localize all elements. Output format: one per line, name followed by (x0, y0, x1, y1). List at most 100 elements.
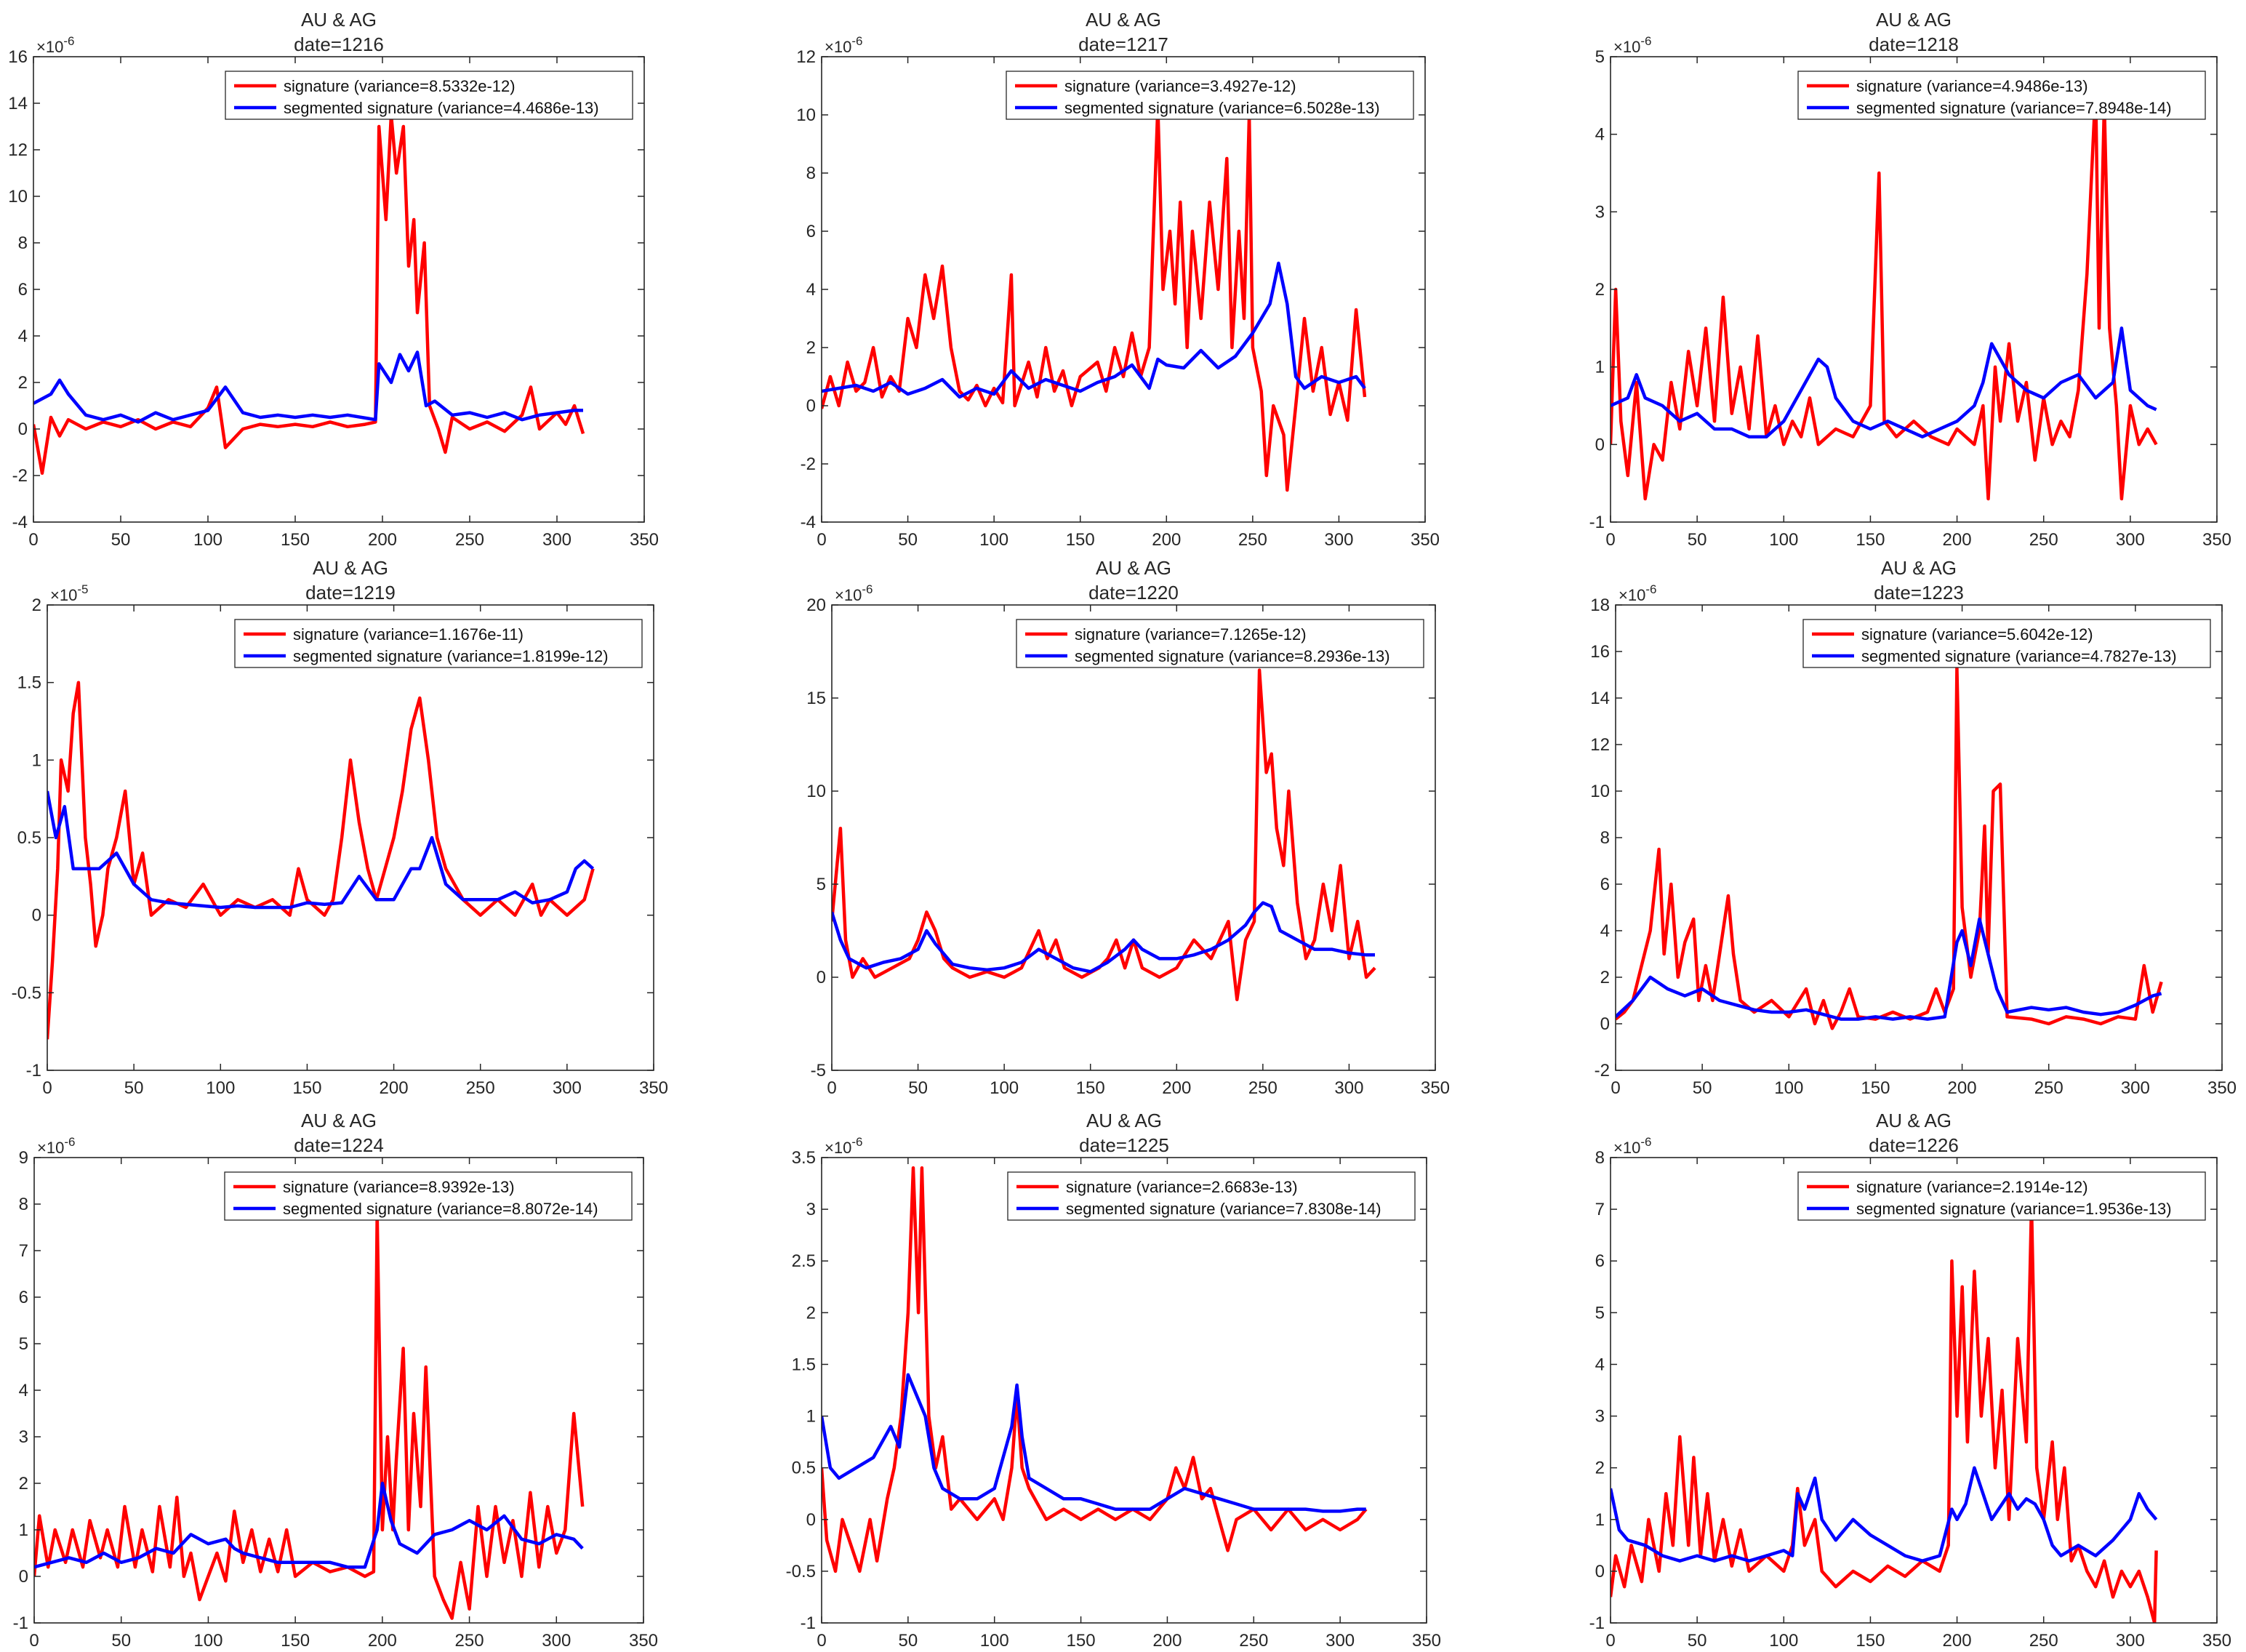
y-tick-label: -5 (811, 1061, 826, 1080)
y-tick-label: 3 (806, 1200, 816, 1219)
y-tick-label: 6 (19, 1288, 28, 1307)
series-line-signature (822, 1166, 1368, 1573)
legend-entry: signature (variance=8.9392e-13) (283, 1178, 515, 1196)
chart-subtitle: date=1226 (1869, 1134, 1959, 1156)
legend-entry: signature (variance=2.1914e-12) (1856, 1178, 2088, 1196)
x-tick-label: 100 (980, 1631, 1009, 1651)
y-tick-label: 8 (1595, 1148, 1605, 1168)
series-line-signature (33, 113, 585, 476)
series-line-segmented-signature (822, 261, 1366, 399)
x-tick-label: 350 (2202, 1631, 2231, 1651)
chart-title: AU & AG (1881, 557, 1957, 579)
x-tick-label: 150 (281, 530, 310, 550)
y-tick-label: 14 (8, 94, 28, 113)
y-exponent-label: ×10-6 (825, 1135, 862, 1157)
y-tick-label: 6 (1600, 875, 1610, 894)
y-tick-label: 0 (1600, 1014, 1610, 1034)
legend-box (234, 619, 643, 668)
x-tick-label: 250 (1248, 1078, 1278, 1098)
legend-entry: segmented signature (variance=8.8072e-14… (283, 1200, 598, 1218)
y-tick-label: 12 (796, 47, 816, 67)
legend-entry: signature (variance=5.6042e-12) (1861, 625, 2093, 643)
y-tick-label: -1 (13, 1613, 28, 1633)
series-line-segmented-signature (33, 350, 583, 424)
legend-entry: signature (variance=2.6683e-13) (1066, 1178, 1298, 1196)
x-tick-label: 150 (1067, 1631, 1096, 1651)
legend-entry: signature (variance=1.1676e-11) (293, 625, 524, 643)
y-tick-label: 3.5 (792, 1148, 816, 1168)
y-tick-label: -1 (1589, 513, 1605, 532)
y-tick-label: 2 (18, 373, 28, 393)
y-tick-label: 1 (19, 1520, 28, 1540)
x-tick-label: 250 (1238, 530, 1267, 550)
y-tick-label: 5 (19, 1334, 28, 1354)
series-line-signature (822, 104, 1367, 492)
legend-entry: signature (variance=7.1265e-12) (1075, 625, 1307, 643)
y-tick-label: 1.5 (792, 1355, 816, 1374)
y-tick-label: -4 (12, 513, 28, 532)
y-tick-label: 1 (1595, 1510, 1605, 1530)
chart-subtitle: date=1217 (1078, 33, 1168, 55)
x-tick-label: 200 (1152, 1631, 1182, 1651)
y-tick-label: 1 (806, 1407, 816, 1427)
x-tick-label: 50 (908, 1078, 928, 1098)
legend: signature (variance=5.6042e-12) segmented… (1802, 619, 2211, 668)
x-tick-label: 250 (2029, 1631, 2058, 1651)
x-tick-label: 100 (193, 1631, 222, 1651)
x-tick-label: 300 (2116, 1631, 2145, 1651)
y-tick-label: 0 (806, 1510, 816, 1530)
y-exponent-label: ×10-6 (825, 34, 862, 56)
legend-box (1797, 71, 2206, 120)
x-tick-label: 200 (1152, 530, 1181, 550)
series-line-signature (832, 668, 1376, 1001)
x-tick-label: 0 (817, 530, 826, 550)
x-tick-label: 250 (1239, 1631, 1268, 1651)
x-tick-label: 150 (1861, 1078, 1890, 1098)
chart-title: AU & AG (1876, 1110, 1952, 1131)
x-tick-label: 50 (1693, 1078, 1712, 1098)
x-tick-label: 250 (455, 1631, 484, 1651)
legend: signature (variance=8.9392e-13) segmented… (224, 1171, 633, 1221)
x-tick-label: 200 (1943, 1631, 1972, 1651)
y-tick-label: 0 (1595, 435, 1605, 454)
axes-box (831, 604, 1436, 1071)
legend-entry: segmented signature (variance=4.7827e-13… (1861, 647, 2177, 665)
legend-entry: segmented signature (variance=7.8948e-14… (1856, 99, 2172, 117)
x-tick-label: 100 (1769, 1631, 1798, 1651)
y-tick-label: 10 (1590, 782, 1610, 801)
x-tick-label: 200 (368, 530, 397, 550)
x-tick-label: 50 (111, 530, 131, 550)
legend-box (1797, 1171, 2206, 1221)
x-tick-label: 100 (193, 530, 222, 550)
y-tick-label: 16 (8, 47, 28, 67)
legend-box (1802, 619, 2211, 668)
y-tick-label: -2 (1595, 1061, 1610, 1080)
chart-panel-date-1225: AU & AG date=1225 0 50 100 150 200 250 300 350 -1 -… (786, 1110, 1441, 1651)
x-tick-label: 250 (2034, 1078, 2063, 1098)
y-exponent-label: ×10-6 (1619, 582, 1656, 604)
chart-title: AU & AG (1086, 1110, 1162, 1131)
axes-box (33, 1157, 644, 1624)
y-tick-label: 2 (806, 1303, 816, 1323)
y-tick-label: 6 (1595, 1251, 1605, 1271)
x-tick-label: 350 (1411, 530, 1440, 550)
x-tick-label: 250 (466, 1078, 495, 1098)
y-tick-label: 5 (1595, 1303, 1605, 1323)
legend-box (1007, 1171, 1416, 1221)
y-exponent-label: ×10-6 (37, 1135, 75, 1157)
legend-entry: segmented signature (variance=4.4686e-13… (284, 99, 599, 117)
y-tick-label: 5 (1595, 47, 1605, 67)
chart-title: AU & AG (1096, 557, 1171, 579)
chart-subtitle: date=1219 (305, 582, 396, 604)
x-tick-label: 50 (111, 1631, 131, 1651)
series-line-segmented-signature (822, 1373, 1366, 1513)
y-tick-label: 1.5 (17, 673, 41, 693)
y-tick-label: 2.5 (792, 1251, 816, 1271)
x-tick-label: 50 (899, 1631, 918, 1651)
x-tick-label: 300 (2121, 1078, 2150, 1098)
legend: signature (variance=3.4927e-12) segmented… (1006, 71, 1414, 120)
